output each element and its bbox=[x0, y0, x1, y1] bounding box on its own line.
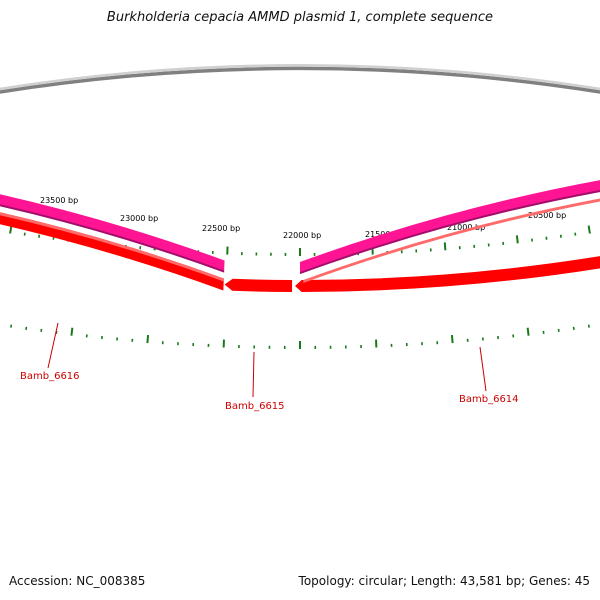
cds-bamb-6615[interactable] bbox=[224, 278, 293, 292]
major-tick bbox=[146, 335, 150, 344]
backbone-shadow bbox=[0, 64, 600, 91]
tick-label-21000: 21000 bp bbox=[447, 223, 485, 232]
major-tick bbox=[526, 327, 530, 336]
cds-bamb-6614[interactable] bbox=[295, 165, 600, 292]
gene-leader-bamb-6614 bbox=[479, 346, 487, 392]
major-tick bbox=[515, 235, 519, 244]
gene-leader-bamb-6616 bbox=[47, 322, 59, 369]
cds-bamb-6616-highlight bbox=[0, 212, 224, 282]
tick-label-23000: 23000 bp bbox=[120, 214, 158, 223]
gene-bamb-6616 bbox=[0, 194, 225, 273]
gene-label-bamb-6616[interactable]: Bamb_6616 bbox=[20, 371, 80, 382]
tick-label-20500: 20500 bp bbox=[528, 211, 566, 220]
topology-summary: Topology: circular; Length: 43,581 bp; G… bbox=[298, 574, 590, 588]
major-tick bbox=[450, 335, 454, 344]
gene-leader-bamb-6615 bbox=[252, 351, 255, 398]
major-tick bbox=[443, 242, 447, 251]
gene-labels: Bamb_6616 Bamb_6615 Bamb_6614 bbox=[20, 322, 519, 412]
gene-bamb-6616-edge bbox=[0, 204, 225, 273]
gene-bamb-6614 bbox=[300, 180, 600, 274]
backbone-ring bbox=[0, 66, 600, 94]
major-tick bbox=[587, 225, 591, 234]
tick-label-23500: 23500 bp bbox=[40, 196, 78, 205]
major-tick bbox=[70, 327, 74, 336]
gene-label-bamb-6615[interactable]: Bamb_6615 bbox=[225, 401, 285, 412]
cds-bamb-6614-highlight bbox=[303, 198, 600, 283]
accession-label: Accession: NC_008385 bbox=[9, 574, 146, 588]
tick-label-22500: 22500 bp bbox=[202, 224, 240, 233]
sequence-tracks bbox=[0, 64, 600, 292]
cds-bamb-6616 bbox=[0, 212, 224, 291]
tick-label-22000: 22000 bp bbox=[283, 231, 321, 240]
map-title: Burkholderia cepacia AMMD plasmid 1, com… bbox=[106, 10, 494, 25]
gene-label-bamb-6614[interactable]: Bamb_6614 bbox=[459, 394, 519, 405]
